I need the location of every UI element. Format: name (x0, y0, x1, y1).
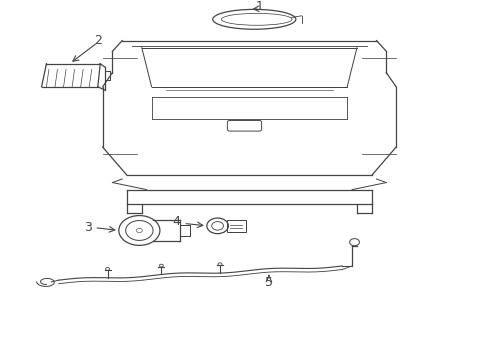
Text: 5: 5 (264, 276, 272, 289)
Text: 2: 2 (94, 34, 102, 47)
Text: 1: 1 (255, 0, 263, 13)
Text: 3: 3 (84, 221, 92, 234)
Text: 4: 4 (172, 215, 180, 228)
